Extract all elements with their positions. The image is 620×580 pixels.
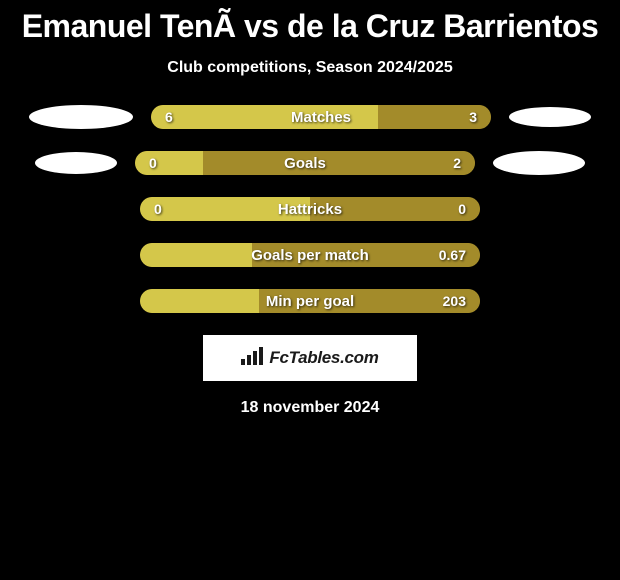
stat-label: Min per goal: [140, 293, 480, 310]
stat-bar-matches: 6 Matches 3: [151, 105, 491, 129]
stat-value-right: 203: [443, 293, 466, 309]
stat-label: Goals per match: [140, 247, 480, 264]
comparison-title: Emanuel TenÃ vs de la Cruz Barrientos: [0, 0, 620, 45]
logo-text: FcTables.com: [269, 348, 378, 368]
player-left-ellipse-icon: [29, 105, 133, 129]
player-left-ellipse-icon: [35, 152, 117, 174]
stat-row-matches: 6 Matches 3: [0, 105, 620, 129]
stat-row-goals-per-match: Goals per match 0.67: [0, 243, 620, 267]
stat-row-hattricks: 0 Hattricks 0: [0, 197, 620, 221]
comparison-date: 18 november 2024: [0, 399, 620, 417]
stat-value-right: 2: [453, 155, 461, 171]
stat-label: Matches: [151, 109, 491, 126]
comparison-chart: 6 Matches 3 0 Goals 2 0 Hattricks 0: [0, 105, 620, 313]
stat-value-right: 0.67: [439, 247, 466, 263]
stat-label: Goals: [135, 155, 475, 172]
player-right-ellipse-icon: [493, 151, 585, 175]
stat-row-goals: 0 Goals 2: [0, 151, 620, 175]
stat-label: Hattricks: [140, 201, 480, 218]
stat-bar-hattricks: 0 Hattricks 0: [140, 197, 480, 221]
player-right-ellipse-icon: [509, 107, 591, 127]
stat-bar-goals-per-match: Goals per match 0.67: [140, 243, 480, 267]
stat-bar-goals: 0 Goals 2: [135, 151, 475, 175]
fctables-logo: FcTables.com: [203, 335, 417, 381]
comparison-subtitle: Club competitions, Season 2024/2025: [0, 59, 620, 77]
stat-bar-min-per-goal: Min per goal 203: [140, 289, 480, 313]
bar-chart-icon: [241, 347, 263, 370]
stat-value-right: 3: [469, 109, 477, 125]
stat-value-right: 0: [458, 201, 466, 217]
stat-row-min-per-goal: Min per goal 203: [0, 289, 620, 313]
